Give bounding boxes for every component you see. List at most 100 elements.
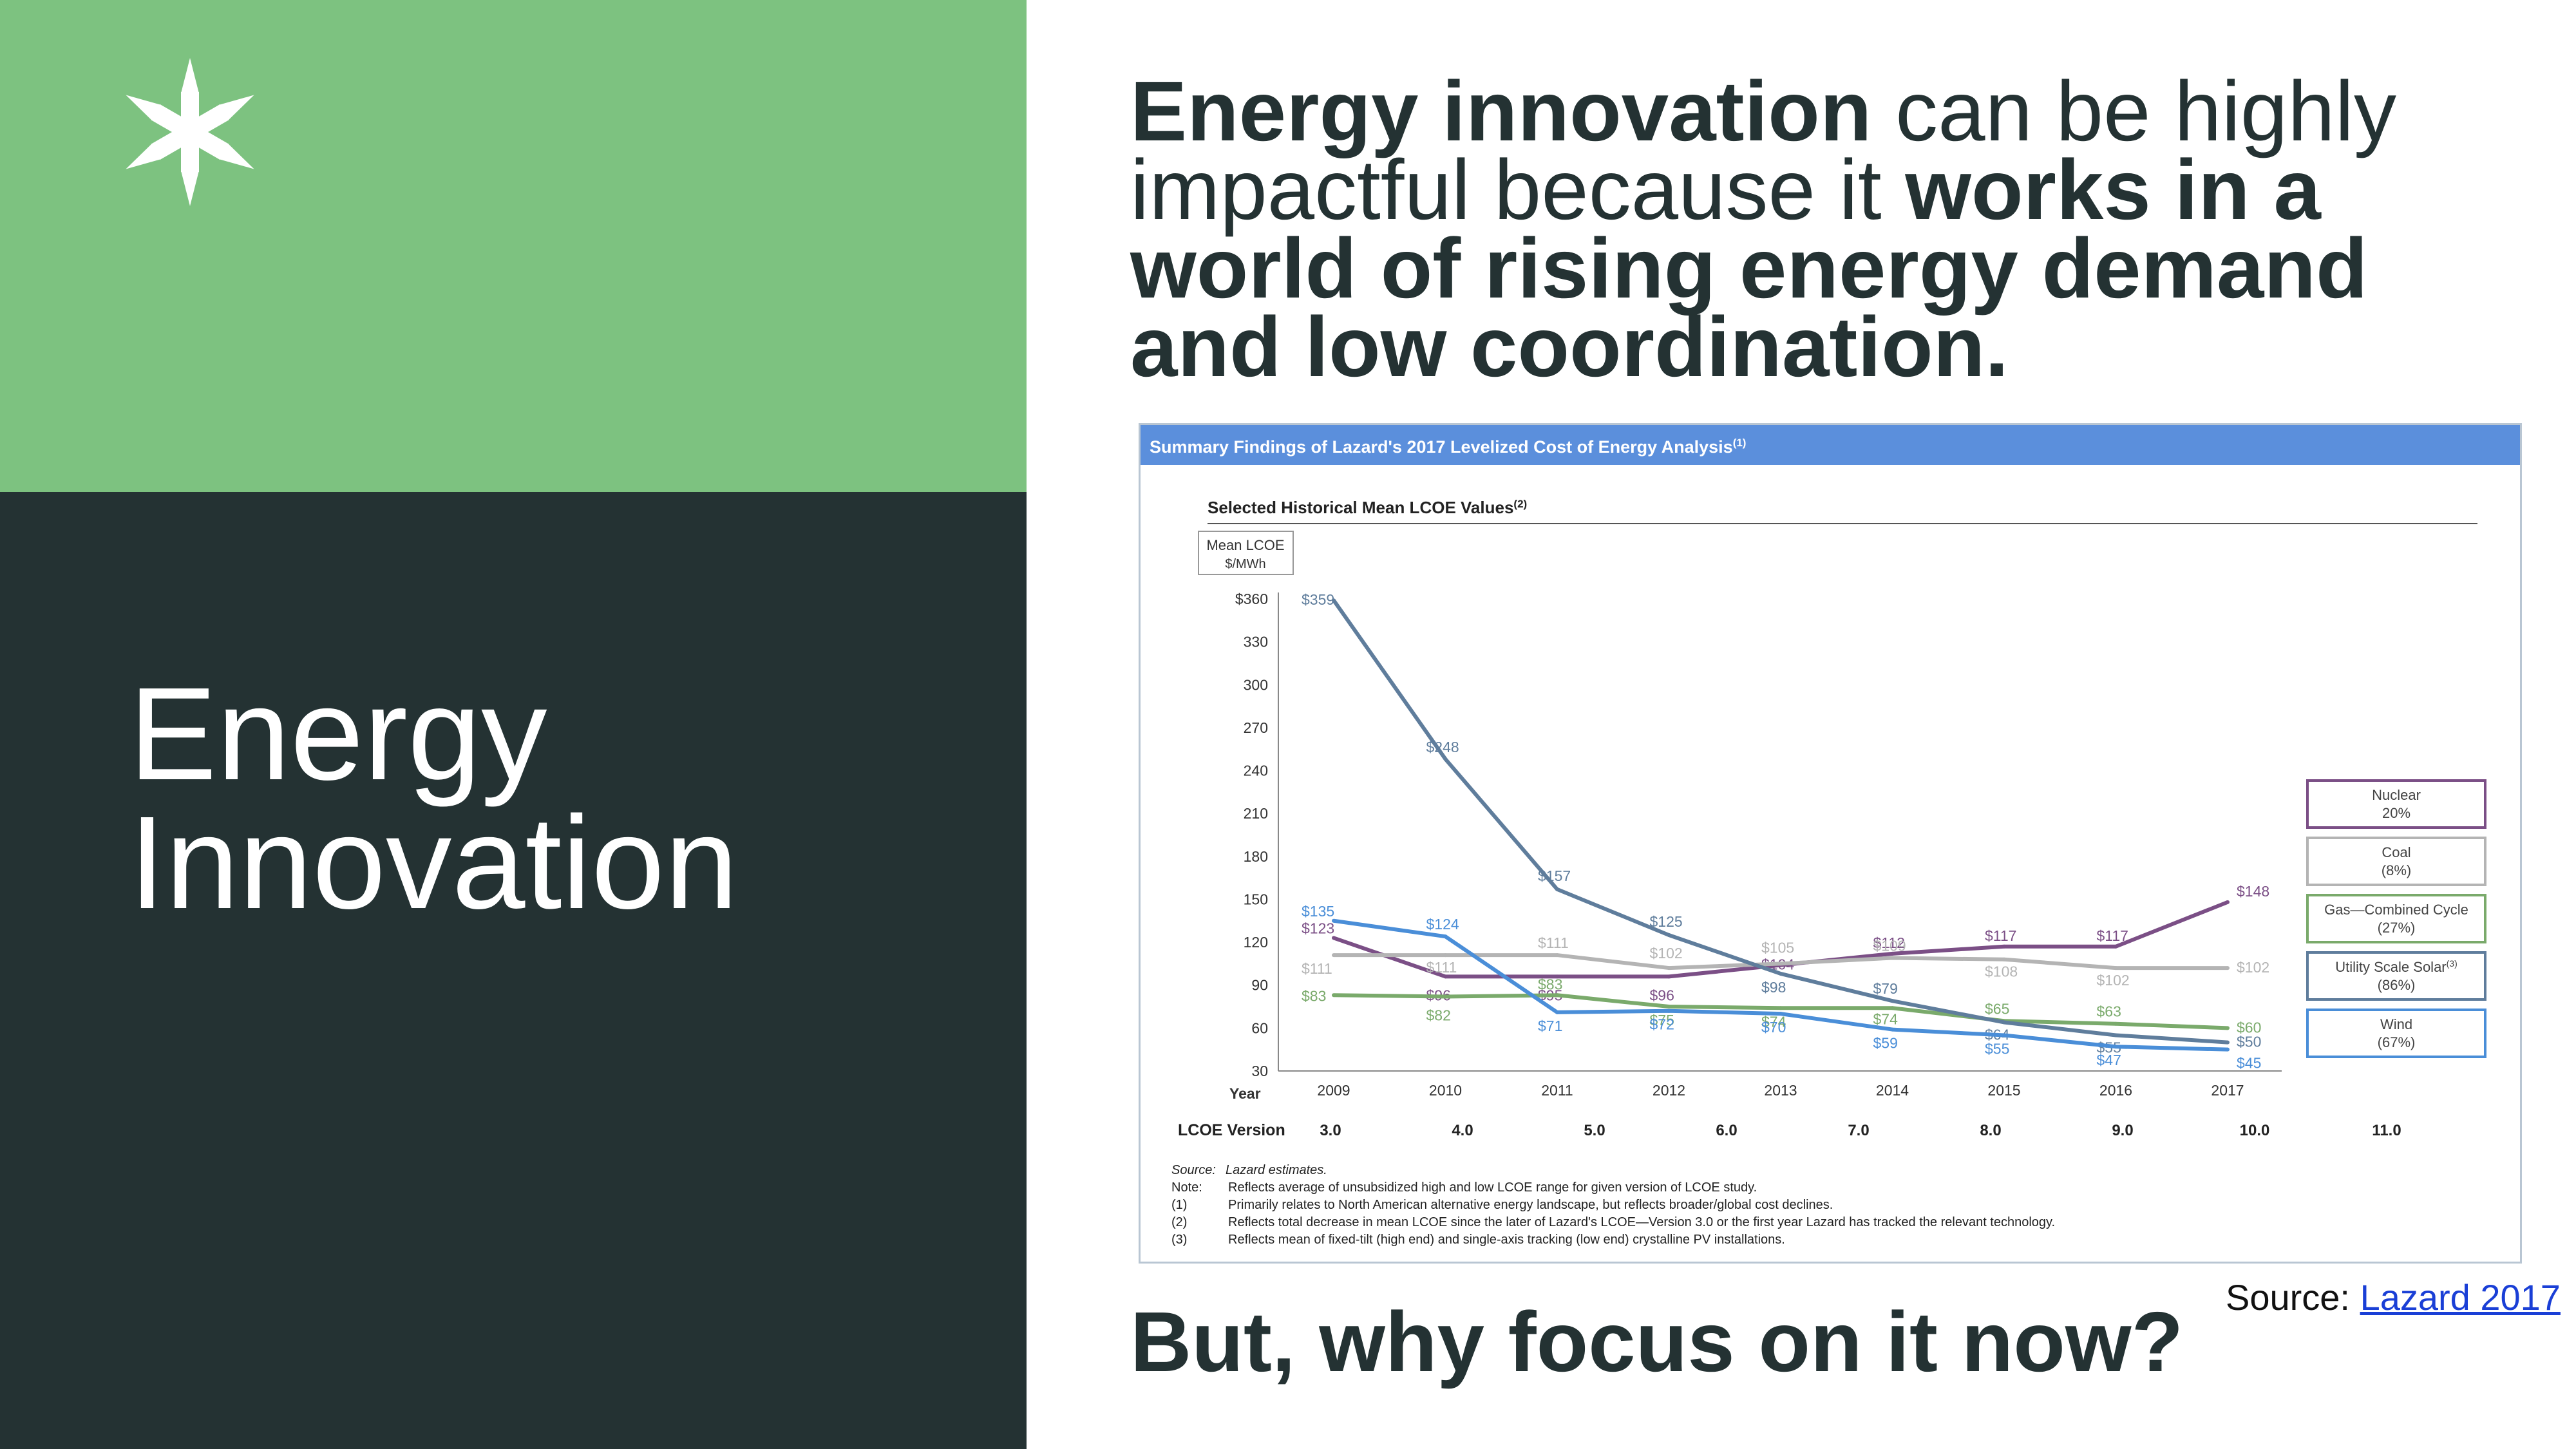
- data-point: [1332, 918, 1336, 923]
- data-point: [2002, 944, 2006, 949]
- legend-share: 20%: [2382, 805, 2410, 821]
- headline: Energy innovation can be highly impactfu…: [1130, 69, 2534, 390]
- x-axis-label: Year: [1229, 1085, 1261, 1102]
- footnote-text: Reflects mean of fixed-tilt (high end) a…: [1228, 1233, 1785, 1247]
- data-point: [1779, 971, 1783, 976]
- y-tick-label: 60: [1251, 1019, 1268, 1036]
- data-label: $157: [1538, 867, 1571, 884]
- version-value: 6.0: [1716, 1122, 1737, 1139]
- footnote-text: Primarily relates to North American alte…: [1228, 1198, 1833, 1212]
- data-point: [2226, 1040, 2230, 1045]
- section-title: Energy Innovation: [129, 660, 738, 929]
- x-tick-label: 2010: [1429, 1082, 1462, 1099]
- data-point: [2002, 1020, 2006, 1025]
- x-tick-label: 2016: [2099, 1082, 2132, 1099]
- data-point: [1443, 953, 1448, 958]
- footnote-text: Reflects average of unsubsidized high an…: [1228, 1180, 1757, 1195]
- version-label: LCOE Version: [1178, 1121, 1285, 1139]
- data-point: [1443, 994, 1448, 999]
- data-point: [1890, 1027, 1895, 1032]
- data-point: [1555, 887, 1559, 891]
- source-citation: Source: Lazard 2017: [2226, 1276, 2561, 1318]
- closing-question: But, why focus on it now?: [1130, 1294, 2184, 1389]
- data-label: $70: [1761, 1019, 1786, 1036]
- version-value: 9.0: [2112, 1122, 2133, 1139]
- x-tick-label: 2015: [1987, 1082, 2020, 1099]
- legend-box: [2306, 779, 2486, 829]
- y-tick-label: 330: [1244, 634, 1268, 650]
- data-point: [1332, 993, 1336, 998]
- legend-name: Wind: [2380, 1016, 2412, 1032]
- data-label: $105: [1761, 939, 1794, 956]
- data-label: $79: [1873, 980, 1898, 997]
- data-label: $109: [1873, 938, 1906, 954]
- data-point: [1332, 953, 1336, 958]
- y-tick-label: $360: [1235, 591, 1268, 607]
- source-label: Source:: [2226, 1277, 2360, 1318]
- y-tick-label: 240: [1244, 762, 1268, 779]
- asterisk-logo-icon: [126, 58, 254, 206]
- data-label: $59: [1873, 1035, 1898, 1052]
- data-label: $102: [2097, 972, 2130, 989]
- y-tick-label: 150: [1244, 891, 1268, 907]
- data-point: [2114, 1033, 2118, 1037]
- data-label: $75: [1650, 1012, 1674, 1028]
- footnote-marker: Source:: [1171, 1163, 1216, 1177]
- x-tick-label: 2012: [1653, 1082, 1685, 1099]
- data-point: [1555, 993, 1559, 998]
- data-label: $74: [1761, 1013, 1786, 1030]
- data-label: $83: [1302, 987, 1326, 1004]
- data-label: $111: [1302, 960, 1332, 977]
- footnote-marker: (3): [1171, 1233, 1187, 1247]
- data-point: [2114, 1021, 2118, 1026]
- version-value: 10.0: [2240, 1122, 2270, 1139]
- data-label: $82: [1426, 1007, 1451, 1023]
- footnote-text: Lazard estimates.: [1226, 1163, 1327, 1177]
- data-point: [2226, 966, 2230, 971]
- data-point: [1779, 1012, 1783, 1016]
- lcoe-chart: Summary Findings of Lazard's 2017 Leveli…: [1141, 425, 2520, 1247]
- x-tick-label: 2009: [1317, 1082, 1350, 1099]
- data-point: [1890, 951, 1895, 956]
- legend-box: [2306, 951, 2486, 1001]
- data-point: [1332, 598, 1336, 603]
- data-label: $111: [1426, 959, 1457, 976]
- y-tick-label: 300: [1244, 676, 1268, 693]
- version-value: 3.0: [1320, 1122, 1341, 1139]
- data-label: $125: [1650, 913, 1683, 930]
- source-link[interactable]: Lazard 2017: [2360, 1277, 2561, 1318]
- data-point: [1332, 936, 1336, 940]
- legend-name: Coal: [2382, 844, 2410, 860]
- data-label: $148: [2237, 883, 2269, 900]
- data-label: $359: [1302, 591, 1334, 608]
- data-label: $83: [1538, 976, 1562, 992]
- headline-bold-2: works in a world of rising energy demand…: [1130, 142, 2368, 394]
- section-title-line1: Energy: [129, 660, 547, 808]
- version-value: 5.0: [1584, 1122, 1605, 1139]
- y-tick-label: 210: [1244, 805, 1268, 822]
- legend-share: (67%): [2378, 1034, 2416, 1050]
- x-tick-label: 2011: [1541, 1082, 1573, 1099]
- headline-regular: can be highly impactful because it: [1130, 64, 2397, 237]
- data-label: $98: [1761, 979, 1786, 996]
- data-label: $248: [1426, 739, 1459, 755]
- y-tick-label: 270: [1244, 719, 1268, 736]
- y-tick-label: 180: [1244, 848, 1268, 865]
- data-label: $63: [2097, 1003, 2121, 1020]
- data-point: [1443, 974, 1448, 979]
- data-label: $112: [1873, 934, 1905, 951]
- y-tick-label: 90: [1251, 977, 1268, 994]
- data-point: [1555, 953, 1559, 958]
- data-point: [2114, 966, 2118, 971]
- chart-banner-text: Summary Findings of Lazard's 2017 Leveli…: [1150, 437, 1746, 457]
- data-point: [1890, 1006, 1895, 1010]
- data-label: $65: [1985, 1000, 2009, 1017]
- data-label: $108: [1985, 963, 2018, 980]
- data-label: $124: [1426, 916, 1459, 933]
- version-value: 8.0: [1980, 1122, 2001, 1139]
- legend-name: Nuclear: [2372, 787, 2421, 803]
- y-tick-label: 30: [1251, 1063, 1268, 1079]
- data-point: [2002, 1033, 2006, 1037]
- version-value: 4.0: [1452, 1122, 1473, 1139]
- legend-box: [2306, 1009, 2486, 1058]
